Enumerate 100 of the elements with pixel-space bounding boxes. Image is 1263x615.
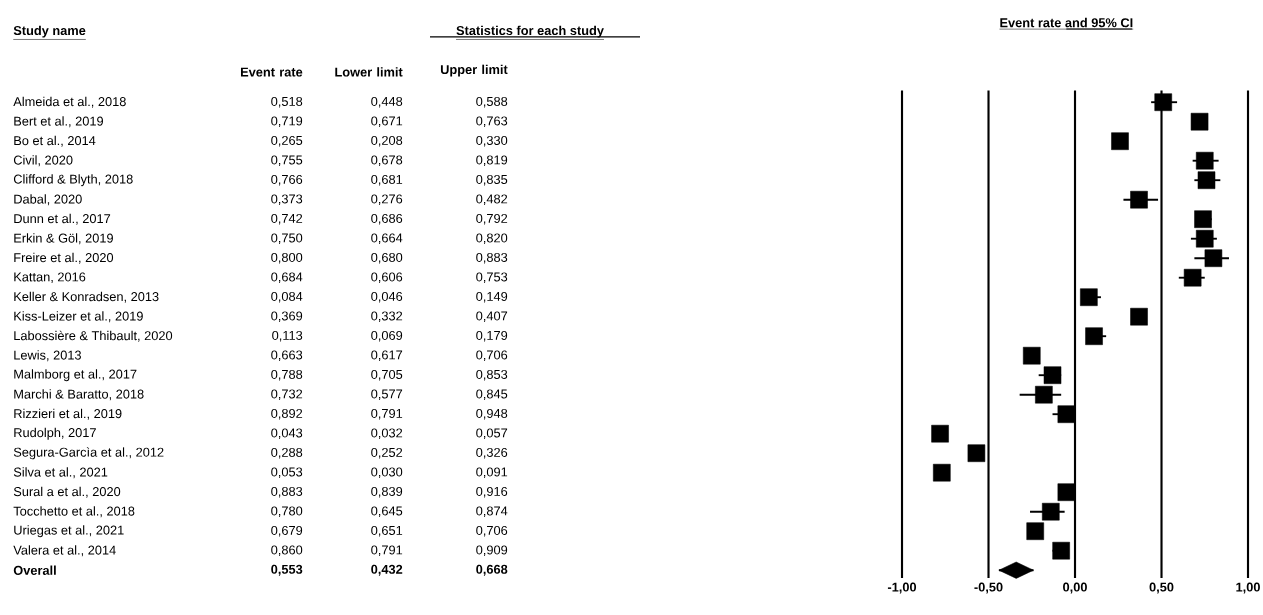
category-label: Freire et al., 2020: [14, 252, 114, 264]
data-label: 0,617: [371, 350, 403, 361]
data-label: 0,651: [371, 525, 403, 537]
data-label: 0,518: [271, 96, 303, 108]
data-label: 0,909: [476, 545, 508, 556]
data-label: 0,057: [476, 428, 508, 439]
data-label: 0,252: [371, 447, 403, 459]
data-label: 0,791: [371, 545, 403, 556]
category-label: Silva et al., 2021: [13, 467, 108, 479]
x-tick-label: -0,50: [974, 582, 1003, 594]
data-label: 0,819: [476, 155, 508, 166]
category-label: Labossière & Thibault, 2020: [14, 330, 173, 342]
data-label: 0,606: [371, 272, 403, 283]
data-label: 0,916: [476, 486, 508, 498]
chart-title: Event rate and 95% CI: [1000, 17, 1133, 28]
category-label: Lewis, 2013: [14, 350, 81, 362]
data-label: 0,588: [476, 96, 508, 108]
data-label: 0,373: [271, 194, 303, 205]
data-label: 0,780: [271, 506, 303, 517]
category-label: Malmborg et al., 2017: [14, 369, 137, 382]
data-label: 0,679: [271, 525, 303, 537]
data-label: 0,664: [371, 233, 403, 244]
data-label: 0,330: [476, 135, 508, 147]
data-label: 0,791: [371, 408, 403, 420]
x-tick-label: 0,50: [1149, 582, 1174, 594]
data-label: 0,820: [476, 233, 508, 244]
data-label: 0,845: [476, 389, 508, 400]
data-label: 0,645: [371, 506, 403, 517]
data-label: 0,091: [476, 467, 508, 478]
category-label: Clifford & Blyth, 2018: [13, 174, 133, 187]
category-label: Valera et al., 2014: [13, 545, 116, 557]
data-label: 0,553: [271, 564, 303, 576]
category-label: Kattan, 2016: [14, 272, 86, 283]
data-label: 0,032: [371, 428, 403, 439]
data-label: 0,482: [476, 194, 508, 205]
category-label: Marchi & Baratto, 2018: [14, 389, 144, 401]
data-label: 0,369: [271, 311, 303, 322]
text: Upper limit: [440, 64, 508, 77]
data-label: 0,113: [272, 330, 303, 342]
x-tick-label: 1,00: [1236, 582, 1260, 594]
data-label: 0,046: [371, 291, 403, 303]
category-label: Uriegas et al., 2021: [14, 525, 124, 538]
data-label: 0,705: [371, 369, 403, 381]
x-tick-label: 0,00: [1063, 582, 1087, 594]
category-label: Erkin & Göl, 2019: [14, 233, 113, 245]
data-label: 0,681: [371, 174, 403, 186]
data-label: 0,839: [371, 486, 403, 498]
data-label: 0,800: [271, 252, 303, 264]
category-label: Almeida et al., 2018: [13, 96, 126, 108]
data-label: 0,432: [371, 564, 403, 576]
data-label: 0,668: [476, 564, 508, 576]
data-label: 0,208: [371, 135, 403, 147]
data-label: 0,883: [271, 486, 303, 498]
category-label: Civil, 2020: [13, 155, 73, 167]
category-label: Sural a et al., 2020: [13, 486, 121, 498]
text: Statistics for each study: [456, 25, 604, 38]
data-label: 0,835: [476, 174, 508, 186]
data-label: 0,288: [271, 447, 303, 459]
data-label: 0,719: [271, 116, 303, 127]
data-label: 0,265: [271, 135, 303, 147]
data-label: 0,792: [476, 213, 508, 225]
data-label: 0,706: [476, 525, 508, 537]
data-label: 0,686: [371, 213, 403, 225]
x-tick-label: -1,00: [887, 582, 917, 594]
data-label: 0,874: [476, 506, 508, 517]
data-label: 0,860: [271, 545, 303, 556]
data-label: 0,742: [271, 213, 303, 225]
data-label: 0,684: [271, 272, 303, 283]
data-label: 0,043: [271, 428, 303, 439]
data-label: 0,069: [371, 330, 403, 342]
data-label: 0,577: [371, 389, 403, 400]
data-label: 0,663: [271, 350, 303, 361]
data-label: 0,084: [271, 291, 303, 303]
data-label: 0,706: [476, 350, 508, 361]
data-label: 0,788: [271, 369, 303, 381]
data-label: 0,407: [476, 311, 508, 322]
data-label: 0,753: [476, 272, 508, 283]
category-label: Bo et al., 2014: [14, 135, 96, 147]
data-label: 0,680: [371, 252, 403, 264]
data-label: 0,179: [476, 330, 508, 342]
data-label: 0,053: [271, 467, 303, 478]
data-label: 0,892: [271, 408, 303, 420]
category-label: Segura-Garcìa et al., 2012: [13, 447, 164, 460]
category-label: Overall: [13, 565, 56, 575]
data-label: 0,755: [271, 155, 303, 166]
category-label: Dunn et al., 2017: [14, 213, 111, 225]
data-label: 0,750: [271, 233, 303, 244]
data-label: 0,332: [371, 311, 403, 322]
category-label: Tocchetto et al., 2018: [13, 506, 135, 518]
category-label: Bert et al., 2019: [14, 116, 104, 128]
text: Event rate: [240, 67, 303, 77]
data-label: 0,766: [271, 174, 303, 186]
text: Study name: [13, 25, 86, 38]
data-label: 0,671: [371, 116, 403, 127]
data-label: 0,732: [271, 389, 303, 400]
category-label: Rudolph, 2017: [14, 427, 96, 440]
data-label: 0,448: [371, 96, 403, 108]
data-label: 0,149: [476, 291, 508, 303]
data-label: 0,948: [476, 408, 508, 420]
category-label: Keller & Konradsen, 2013: [14, 291, 159, 303]
